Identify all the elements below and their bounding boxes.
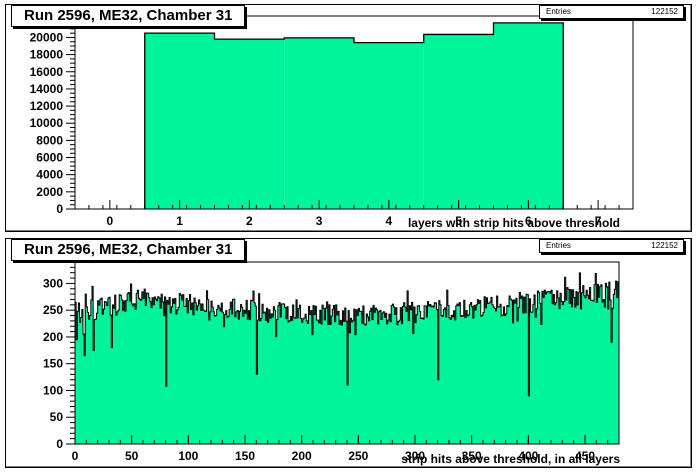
y-tick-label: 16000 [30, 65, 64, 79]
x-tick-label: 450 [575, 449, 595, 463]
plot-frame [74, 261, 620, 445]
histogram-outline [144, 22, 564, 209]
histogram-bar [423, 34, 494, 209]
stats-entries-value: 122152 [651, 7, 678, 16]
y-tick-label: 12000 [30, 99, 64, 113]
x-tick-label: 300 [405, 449, 425, 463]
x-tick-label: 400 [518, 449, 538, 463]
x-tick-label: 100 [178, 449, 198, 463]
x-tick-label: 5 [455, 214, 462, 228]
histogram-bar [214, 39, 285, 209]
stats-entries-label: Entries [546, 241, 571, 250]
histogram-outline [75, 272, 619, 397]
y-tick-label: 10000 [30, 116, 64, 130]
y-tick-label: 0 [56, 202, 63, 216]
y-tick-label: 50 [50, 410, 64, 424]
plot-frame [74, 15, 634, 210]
x-tick-label: 0 [107, 214, 114, 228]
x-tick-label: 250 [348, 449, 368, 463]
y-tick-label: 100 [43, 383, 63, 397]
x-tick-label: 200 [292, 449, 312, 463]
stats-box: Entries 122152 [539, 5, 684, 19]
x-tick-label: 0 [72, 449, 79, 463]
x-tick-label: 1 [176, 214, 183, 228]
y-tick-label: 200 [43, 330, 63, 344]
y-tick-label: 8000 [36, 133, 63, 147]
histogram-bar [493, 22, 564, 209]
layers-histogram-svg: 0 2000 4000 6000 8000 10000 12000 14000 16000 180… [30, 13, 634, 230]
x-tick-label: 6 [525, 214, 532, 228]
y-tick-label: 2000 [36, 185, 63, 199]
x-axis-label: layers with strip hits above threshold [408, 216, 620, 230]
x-axis-label: strip hits above threshold, in all layer… [401, 452, 620, 466]
x-tick-label: 2 [246, 214, 253, 228]
x-tick-label: 7 [595, 214, 602, 228]
y-tick-label: 150 [43, 357, 63, 371]
y-tick-label: 300 [43, 276, 63, 290]
stats-entries-value: 122152 [651, 241, 678, 250]
histogram-panel-layers: 0 2000 4000 6000 8000 10000 12000 14000 16000 180… [5, 4, 692, 232]
y-tick-label: 14000 [30, 82, 64, 96]
x-tick-label: 3 [316, 214, 323, 228]
x-tick-label: 350 [462, 449, 482, 463]
histogram-bar [144, 33, 215, 210]
y-tick-label: 6000 [36, 151, 63, 165]
chart-title: Run 2596, ME32, Chamber 31 [11, 239, 246, 261]
x-tick-label: 50 [125, 449, 139, 463]
stats-entries-label: Entries [546, 7, 571, 16]
chart-title: Run 2596, ME32, Chamber 31 [11, 5, 246, 27]
stats-box: Entries 122152 [539, 239, 684, 253]
y-tick-label: 0 [56, 437, 63, 451]
histogram-bar [354, 42, 424, 209]
x-tick-label: 150 [235, 449, 255, 463]
y-tick-label: 250 [43, 303, 63, 317]
x-tick-label: 4 [386, 214, 393, 228]
y-tick-label: 20000 [30, 30, 64, 44]
y-tick-label: 18000 [30, 48, 64, 62]
histogram-panel-strips: 0501001502002503003500501001502002503003… [5, 238, 692, 468]
y-tick-label: 4000 [36, 168, 63, 182]
histogram-bar [284, 37, 354, 209]
strips-histogram-svg: 0501001502002503003500501001502002503003… [43, 250, 620, 466]
